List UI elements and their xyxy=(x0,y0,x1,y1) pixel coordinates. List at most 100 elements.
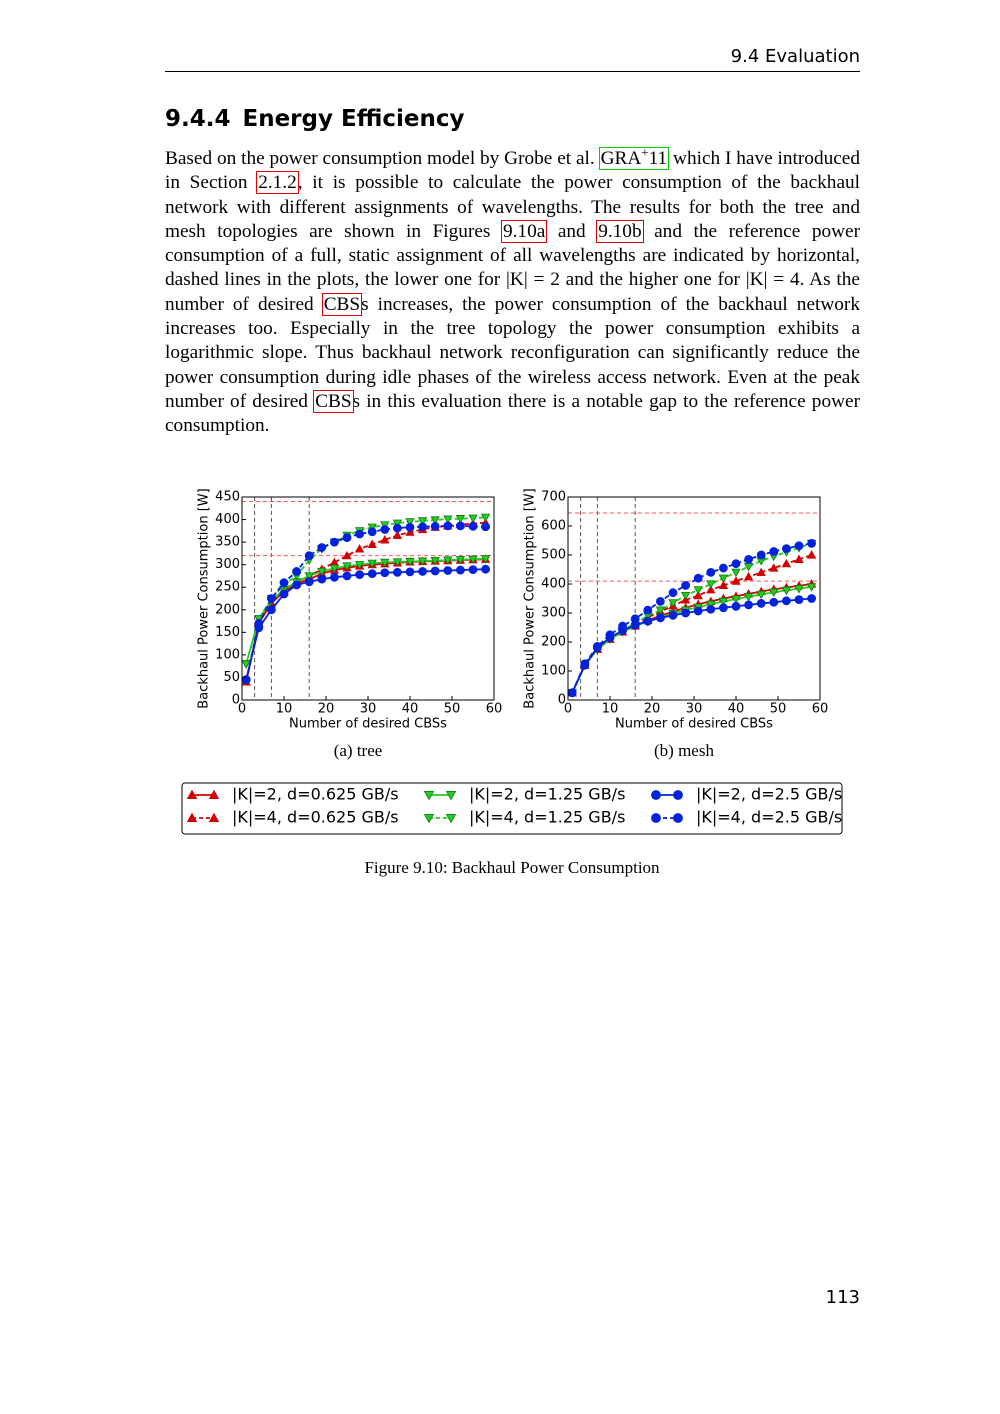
data-point xyxy=(794,585,804,594)
text-run: Based on the power consumption model by … xyxy=(165,148,600,169)
data-point xyxy=(430,521,440,531)
data-point xyxy=(317,567,327,577)
data-point xyxy=(392,558,403,567)
x-tick-label: 40 xyxy=(728,702,745,717)
data-point xyxy=(782,544,791,554)
data-point xyxy=(241,675,251,685)
reference-link[interactable]: CBS xyxy=(321,292,363,316)
data-point xyxy=(354,561,365,570)
data-point xyxy=(342,550,352,560)
data-point xyxy=(480,513,491,523)
data-point xyxy=(380,558,390,568)
data-point xyxy=(706,584,716,594)
paragraph: Based on the power consumption model by … xyxy=(165,144,861,439)
section-number: 9.4.4 xyxy=(165,106,231,132)
data-point xyxy=(681,581,690,590)
y-tick-label: 500 xyxy=(541,548,566,563)
reference-link[interactable]: 9.10b xyxy=(596,219,644,243)
text-run: and the reference power consumption of a… xyxy=(165,220,861,315)
legend-marker xyxy=(423,791,435,801)
y-tick-label: 200 xyxy=(541,635,566,650)
data-point xyxy=(468,555,478,565)
data-point xyxy=(417,557,428,566)
data-point xyxy=(656,597,665,606)
link-sup[interactable]: + xyxy=(641,144,649,160)
text-run: , it is possible to calculate the power … xyxy=(165,172,860,242)
data-point xyxy=(418,567,428,576)
link-text[interactable]: CBS xyxy=(323,293,361,315)
legend-marker xyxy=(208,812,220,822)
data-point xyxy=(304,572,314,581)
subfigure-caption: (a) tree xyxy=(334,741,383,760)
data-point xyxy=(781,586,792,596)
data-point xyxy=(342,562,352,571)
data-point xyxy=(794,554,804,563)
data-point xyxy=(693,606,703,616)
data-point xyxy=(292,580,302,590)
legend-marker xyxy=(673,813,683,823)
section-heading: 9.4.4 Energy Efficiency xyxy=(165,106,464,132)
page-number: 113 xyxy=(825,1287,860,1308)
x-tick-label: 60 xyxy=(812,702,829,717)
data-point xyxy=(342,571,352,581)
data-point xyxy=(468,565,478,575)
data-point xyxy=(794,541,804,551)
data-point xyxy=(430,516,440,525)
data-point xyxy=(292,567,302,576)
x-tick-label: 0 xyxy=(564,702,572,717)
data-point xyxy=(681,608,690,618)
x-tick-label: 30 xyxy=(686,702,703,717)
legend-label: |K|=2, d=2.5 GB/s xyxy=(696,785,842,804)
link-text[interactable]: 2.1.2 xyxy=(258,172,297,194)
data-point xyxy=(405,522,415,532)
reference-link[interactable]: GRA+11 xyxy=(598,144,670,170)
x-tick-label: 50 xyxy=(770,702,787,717)
link-text[interactable]: 9.10a xyxy=(502,220,546,242)
data-point xyxy=(668,588,678,598)
legend-marker xyxy=(673,790,683,800)
data-point xyxy=(355,570,365,579)
data-point xyxy=(756,567,766,576)
y-tick-label: 400 xyxy=(541,577,566,592)
data-point xyxy=(693,573,703,583)
link-text[interactable]: 9.10b xyxy=(598,220,642,242)
text-run: and xyxy=(546,220,598,242)
data-point xyxy=(405,518,415,527)
data-point xyxy=(731,576,741,585)
data-point xyxy=(731,595,741,604)
link-text[interactable]: 11 xyxy=(648,148,668,169)
data-point xyxy=(266,605,276,615)
data-point xyxy=(693,586,703,595)
data-point xyxy=(769,547,779,556)
data-point xyxy=(807,539,816,548)
reference-link[interactable]: 2.1.2 xyxy=(256,171,299,195)
data-point xyxy=(630,614,640,624)
y-tick-label: 50 xyxy=(223,670,240,685)
data-point xyxy=(468,514,478,524)
x-tick-label: 20 xyxy=(644,702,661,717)
legend-label: |K|=4, d=2.5 GB/s xyxy=(696,808,842,827)
y-tick-label: 150 xyxy=(215,625,240,640)
y-tick-label: 400 xyxy=(215,512,240,527)
data-point xyxy=(317,574,327,584)
data-point xyxy=(455,556,466,565)
data-point xyxy=(744,554,753,564)
reference-link[interactable]: CBS xyxy=(313,389,354,413)
data-point xyxy=(367,527,377,537)
data-point xyxy=(806,550,817,559)
data-point xyxy=(430,557,440,566)
data-point xyxy=(580,659,590,669)
link-text[interactable]: CBS xyxy=(315,390,352,412)
data-point xyxy=(706,604,716,614)
data-point xyxy=(481,564,491,574)
data-point xyxy=(693,590,703,600)
link-text[interactable]: GRA xyxy=(600,148,642,169)
data-point xyxy=(706,568,716,577)
y-tick-label: 350 xyxy=(215,535,240,550)
data-point xyxy=(392,530,403,539)
reference-link[interactable]: 9.10a xyxy=(500,219,548,243)
y-axis-label: Backhaul Power Consumption [W] xyxy=(197,488,212,708)
y-tick-label: 100 xyxy=(541,664,566,679)
legend-marker xyxy=(445,791,457,801)
x-tick-label: 30 xyxy=(360,702,377,717)
